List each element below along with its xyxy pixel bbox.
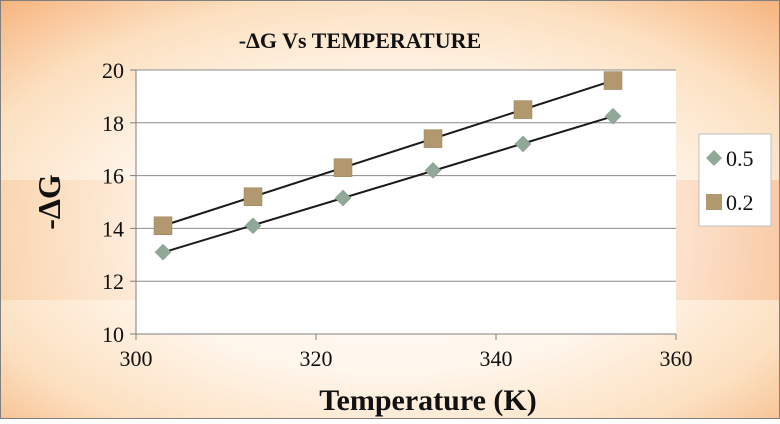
y-tick-label: 20: [102, 58, 124, 83]
data-point-diamond: [334, 189, 352, 207]
x-tick-label: 320: [300, 346, 333, 371]
data-point-diamond: [514, 135, 532, 153]
chart-title: -ΔG Vs TEMPERATURE: [239, 28, 481, 53]
data-point-square: [423, 129, 443, 148]
x-tick-label: 340: [480, 346, 513, 371]
plot-area: [136, 70, 676, 334]
legend-marker-diamond: [706, 150, 722, 166]
y-tick-label: 16: [102, 164, 124, 189]
x-tick-label: 360: [660, 346, 693, 371]
trendlines: [162, 79, 614, 254]
legend-box: [698, 133, 772, 227]
data-point-square: [603, 71, 623, 90]
legend-label: 0.2: [726, 190, 754, 215]
data-point-diamond: [244, 217, 262, 235]
y-tick-label: 18: [102, 111, 124, 136]
data-point-diamond: [424, 161, 442, 179]
trendline-0: [162, 115, 614, 254]
y-tick-label: 10: [102, 322, 124, 347]
data-point-diamond: [154, 243, 172, 261]
data-point-diamond: [604, 107, 622, 125]
data-points: [153, 71, 623, 261]
y-tick-label: 12: [102, 269, 124, 294]
y-tick-label: 14: [102, 216, 124, 241]
legend-marker-square: [706, 194, 722, 210]
axes: [130, 69, 677, 340]
legend-label: 0.5: [726, 146, 754, 171]
data-point-square: [513, 100, 533, 119]
trendline-1: [162, 79, 614, 227]
data-point-square: [153, 216, 173, 236]
gridlines: [136, 69, 676, 282]
y-axis-label: -ΔG: [31, 174, 67, 230]
x-axis-label: Temperature (K): [319, 384, 536, 417]
data-point-square: [333, 158, 353, 177]
data-point-square: [243, 187, 263, 206]
x-tick-label: 300: [120, 346, 153, 371]
legend: 0.5 0.2: [706, 146, 754, 215]
tick-labels: 10 12 14 16 18 20 300 320 340 360: [102, 58, 693, 371]
